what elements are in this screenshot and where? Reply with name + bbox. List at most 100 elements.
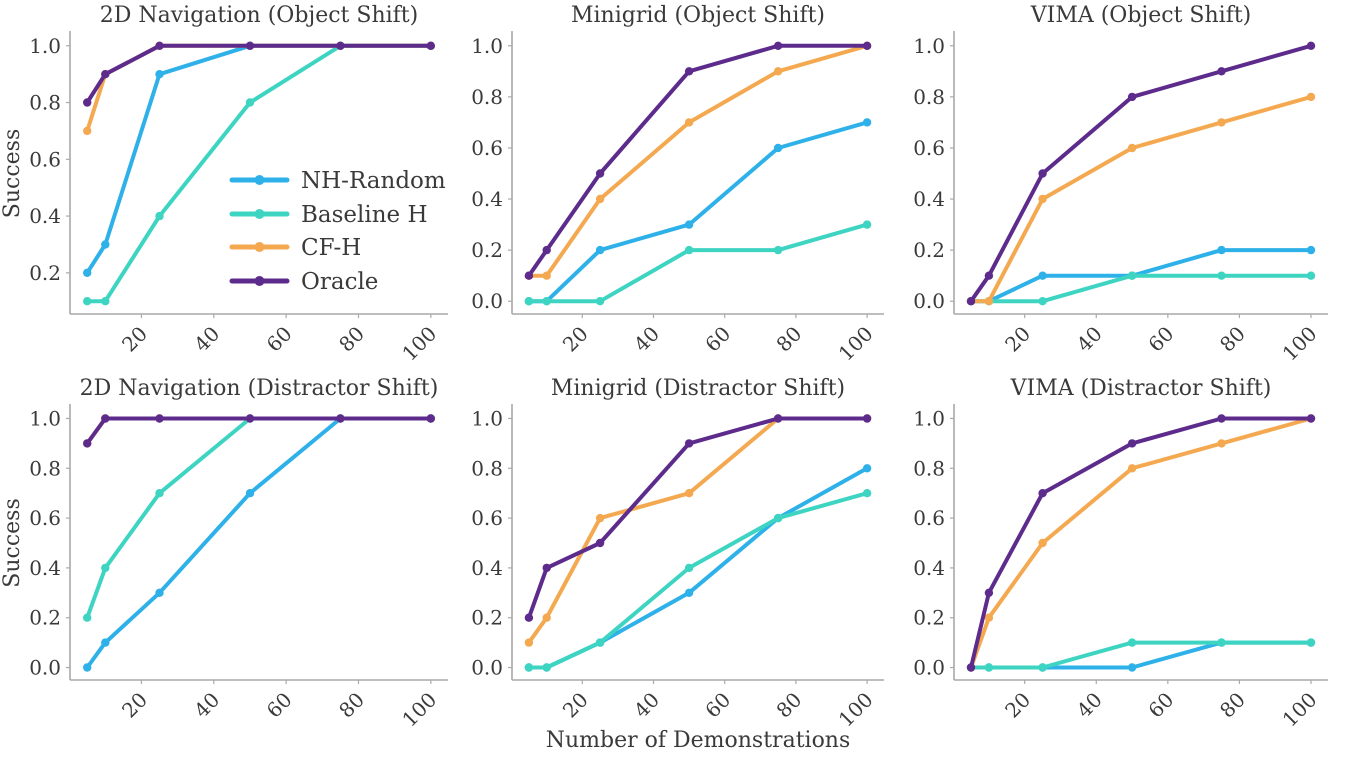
series-marker-cf-h: [1306, 92, 1316, 102]
y-tick-label: 1.0: [913, 406, 945, 430]
y-tick-label: 0.0: [913, 289, 945, 313]
series-marker-baseline-h: [684, 563, 694, 573]
x-tick-label: 100: [397, 322, 441, 366]
y-tick-label: 1.0: [471, 34, 503, 58]
y-tick-label: 0.8: [471, 456, 503, 480]
legend-swatch-marker: [254, 175, 265, 185]
legend: NH-Random Baseline H CF-H Oracle: [229, 168, 446, 295]
series-marker-cf-h: [1038, 194, 1047, 204]
series-marker-baseline-h: [524, 297, 534, 306]
series-marker-cf-h: [83, 126, 92, 136]
series-marker-nh-random: [684, 220, 694, 229]
series-line-baseline-h: [969, 273, 1313, 304]
series-marker-oracle: [155, 414, 164, 423]
y-tick-label: 1.0: [29, 34, 61, 58]
x-tick-label: 100: [834, 688, 878, 732]
series-marker-baseline-h: [83, 613, 92, 622]
series-marker-oracle: [966, 297, 976, 306]
subplot-2d-navigation-object-shift: 2D Navigation (Object Shift) 0.2 0.4 0.6 0.8…: [0, 0, 452, 375]
series-marker-baseline-h: [1038, 297, 1047, 306]
series-marker-baseline-h: [1306, 638, 1316, 647]
series-line-baseline-h: [526, 491, 870, 670]
x-tick-label: 60: [1143, 688, 1178, 723]
series-marker-baseline-h: [542, 663, 551, 672]
series-marker-baseline-h: [101, 563, 110, 573]
series-line-oracle: [85, 43, 433, 105]
legend-label: Oracle: [301, 269, 378, 295]
x-tick-label: 60: [262, 688, 297, 723]
y-tick-label: 0.8: [471, 85, 503, 109]
series-line-oracle: [526, 416, 870, 620]
series-marker-cf-h: [684, 118, 694, 127]
y-tick-label: 0.8: [913, 85, 945, 109]
series-line-baseline-h: [526, 222, 870, 304]
subplot-2d-navigation-distractor-shift: 2D Navigation (Distractor Shift) 0.0 0.2 0.…: [0, 375, 452, 763]
y-tick-label: 1.0: [471, 406, 503, 430]
series-marker-nh-random: [1127, 663, 1137, 672]
series-marker-nh-random: [155, 588, 164, 597]
y-tick-label: 0.6: [913, 506, 945, 530]
series-marker-cf-h: [1038, 538, 1047, 548]
series-line-cf-h: [969, 416, 1313, 670]
series-marker-oracle: [595, 538, 605, 548]
series-marker-oracle: [542, 563, 551, 573]
y-tick-label: 0.2: [471, 606, 503, 630]
legend-swatch-marker: [254, 276, 265, 286]
series-marker-oracle: [1306, 41, 1316, 50]
series-marker-oracle: [245, 41, 255, 50]
series-marker-baseline-h: [1217, 638, 1226, 647]
x-tick-label: 100: [1278, 322, 1322, 366]
subplot-vima-distractor-shift: VIMA (Distractor Shift) 0.0 0.2 0.4 0.6 0.8 1.…: [904, 375, 1356, 763]
legend-label: Baseline H: [301, 202, 428, 228]
series-marker-cf-h: [1217, 118, 1226, 127]
chart-canvas: VIMA (Object Shift) 0.0 0.2 0.4 0.6 0.8 1.0 20 4…: [913, 3, 1328, 366]
x-tick-label: 40: [189, 322, 224, 357]
y-tick-label: 0.6: [29, 147, 61, 171]
series-marker-cf-h: [595, 194, 605, 204]
x-tick-label: 60: [700, 322, 735, 357]
legend-label: CF-H: [301, 235, 361, 261]
series-marker-oracle: [862, 414, 872, 423]
series-marker-nh-random: [101, 638, 110, 647]
series-marker-nh-random: [245, 489, 255, 498]
x-tick-label: 80: [334, 688, 369, 723]
y-tick-label: 0.8: [29, 91, 61, 115]
chart-canvas: VIMA (Distractor Shift) 0.0 0.2 0.4 0.6 0.8 1.…: [913, 376, 1328, 732]
x-tick-label: 40: [1072, 688, 1107, 723]
chart-canvas: 2D Navigation (Object Shift) 0.2 0.4 0.6 0.8…: [0, 3, 448, 366]
series-marker-baseline-h: [595, 638, 605, 647]
series-marker-oracle: [1038, 169, 1047, 178]
y-tick-label: 0.2: [29, 261, 61, 285]
series-marker-baseline-h: [101, 297, 110, 306]
legend-item-oracle: Oracle: [229, 269, 378, 295]
y-axis-label: Success: [0, 498, 25, 587]
series-marker-cf-h: [542, 613, 551, 622]
series-marker-oracle: [1127, 439, 1137, 448]
y-tick-label: 0.2: [29, 606, 61, 630]
series-marker-oracle: [155, 41, 164, 50]
y-tick-label: 0.8: [29, 456, 61, 480]
x-tick-label: 20: [1000, 688, 1035, 723]
chart-title: Minigrid (Distractor Shift): [551, 376, 845, 401]
legend-swatch-marker: [254, 209, 265, 219]
series-marker-oracle: [684, 67, 694, 76]
series-marker-oracle: [1217, 67, 1226, 76]
x-tick-label: 80: [334, 322, 369, 357]
x-tick-label: 20: [117, 688, 152, 723]
y-tick-label: 0.4: [471, 187, 503, 211]
series-marker-baseline-h: [1217, 271, 1226, 280]
series-marker-oracle: [101, 70, 110, 79]
subplot-vima-object-shift: VIMA (Object Shift) 0.0 0.2 0.4 0.6 0.8 1.0 20 4…: [904, 0, 1356, 375]
y-tick-label: 0.4: [29, 204, 61, 228]
series-line-nh-random: [85, 43, 433, 275]
y-tick-label: 0.4: [29, 556, 61, 580]
x-tick-label: 80: [771, 688, 806, 723]
series-marker-nh-random: [773, 143, 783, 153]
series-marker-baseline-h: [1127, 271, 1137, 280]
series-marker-oracle: [426, 414, 435, 423]
x-tick-label: 100: [397, 688, 441, 732]
series-marker-oracle: [524, 613, 534, 622]
x-tick-label: 100: [1278, 688, 1322, 732]
x-tick-label: 20: [117, 322, 152, 357]
y-tick-label: 0.6: [471, 136, 503, 160]
